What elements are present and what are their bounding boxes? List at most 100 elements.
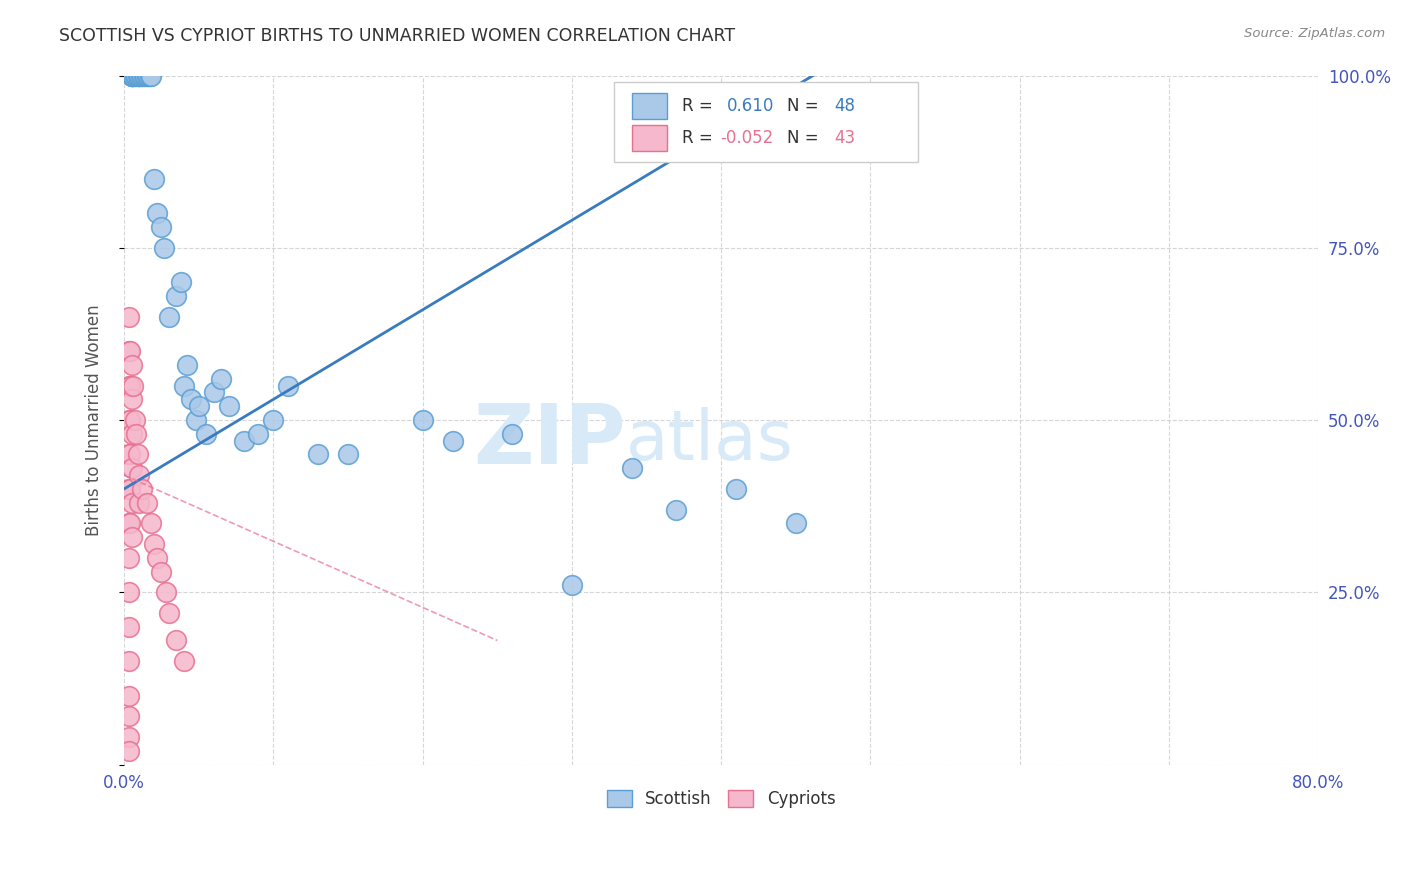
Text: 43: 43 xyxy=(835,129,856,147)
Point xyxy=(117,516,139,531)
Text: atlas: atlas xyxy=(626,407,793,475)
Point xyxy=(121,69,143,83)
Point xyxy=(139,516,162,531)
Point xyxy=(129,69,152,83)
Y-axis label: Births to Unmarried Women: Births to Unmarried Women xyxy=(86,304,103,536)
Point xyxy=(117,730,139,744)
Point xyxy=(121,426,143,441)
Point xyxy=(117,413,139,427)
Point xyxy=(143,172,166,186)
Point xyxy=(146,206,169,220)
Point xyxy=(165,633,187,648)
Text: ZIP: ZIP xyxy=(474,401,626,481)
Point xyxy=(180,392,202,407)
Point xyxy=(128,69,150,83)
Point xyxy=(136,69,159,83)
Point xyxy=(117,482,139,496)
Point xyxy=(307,447,329,461)
Point xyxy=(561,578,583,592)
Point xyxy=(209,372,232,386)
Point xyxy=(146,550,169,565)
Point xyxy=(120,447,142,461)
Point xyxy=(117,585,139,599)
Point xyxy=(184,413,207,427)
FancyBboxPatch shape xyxy=(614,82,918,161)
Point xyxy=(143,537,166,551)
Point xyxy=(725,482,748,496)
FancyBboxPatch shape xyxy=(631,125,668,152)
Text: Source: ZipAtlas.com: Source: ZipAtlas.com xyxy=(1244,27,1385,40)
FancyBboxPatch shape xyxy=(631,93,668,119)
Point xyxy=(170,275,193,289)
Point xyxy=(218,399,240,413)
Point xyxy=(125,426,148,441)
Point xyxy=(165,289,187,303)
Point xyxy=(127,447,149,461)
Point xyxy=(262,413,284,427)
Point xyxy=(135,69,157,83)
Point xyxy=(128,468,150,483)
Point xyxy=(150,220,173,235)
Point xyxy=(173,654,195,668)
Point xyxy=(202,385,225,400)
Point xyxy=(157,310,180,324)
Point xyxy=(132,69,155,83)
Point xyxy=(121,69,143,83)
Point xyxy=(125,69,148,83)
Point xyxy=(153,241,176,255)
Text: R =: R = xyxy=(682,129,718,147)
Point xyxy=(620,461,643,475)
Point xyxy=(120,482,142,496)
Point xyxy=(128,496,150,510)
Point xyxy=(131,482,153,496)
Point xyxy=(122,378,145,392)
Point xyxy=(120,516,142,531)
Point xyxy=(232,434,254,448)
Text: R =: R = xyxy=(682,97,718,115)
Point xyxy=(277,378,299,392)
Text: 0.610: 0.610 xyxy=(727,97,775,115)
Point xyxy=(128,69,150,83)
Point xyxy=(134,69,156,83)
Point xyxy=(121,392,143,407)
Point xyxy=(117,709,139,723)
Point xyxy=(124,69,146,83)
Point xyxy=(121,358,143,372)
Point xyxy=(139,69,162,83)
Point xyxy=(120,378,142,392)
Text: SCOTTISH VS CYPRIOT BIRTHS TO UNMARRIED WOMEN CORRELATION CHART: SCOTTISH VS CYPRIOT BIRTHS TO UNMARRIED … xyxy=(59,27,735,45)
Point xyxy=(412,413,434,427)
Point xyxy=(117,447,139,461)
Point xyxy=(117,744,139,758)
Text: N =: N = xyxy=(787,97,824,115)
Point xyxy=(124,413,146,427)
Point xyxy=(117,344,139,359)
Point xyxy=(501,426,523,441)
Point xyxy=(337,447,360,461)
Point xyxy=(121,496,143,510)
Text: 48: 48 xyxy=(835,97,856,115)
Point xyxy=(785,516,807,531)
Point xyxy=(135,496,157,510)
Point xyxy=(131,69,153,83)
Point xyxy=(665,502,688,516)
Point xyxy=(121,69,143,83)
Point xyxy=(117,689,139,703)
Point xyxy=(117,654,139,668)
Point xyxy=(441,434,464,448)
Point xyxy=(138,69,160,83)
Point xyxy=(121,69,143,83)
Point xyxy=(117,310,139,324)
Legend: Scottish, Cypriots: Scottish, Cypriots xyxy=(600,783,842,814)
Point xyxy=(187,399,209,413)
Point xyxy=(195,426,218,441)
Point xyxy=(150,565,173,579)
Point xyxy=(122,69,145,83)
Point xyxy=(127,69,149,83)
Point xyxy=(247,426,270,441)
Point xyxy=(117,378,139,392)
Text: -0.052: -0.052 xyxy=(720,129,773,147)
Point xyxy=(157,606,180,620)
Point xyxy=(120,413,142,427)
Point xyxy=(117,620,139,634)
